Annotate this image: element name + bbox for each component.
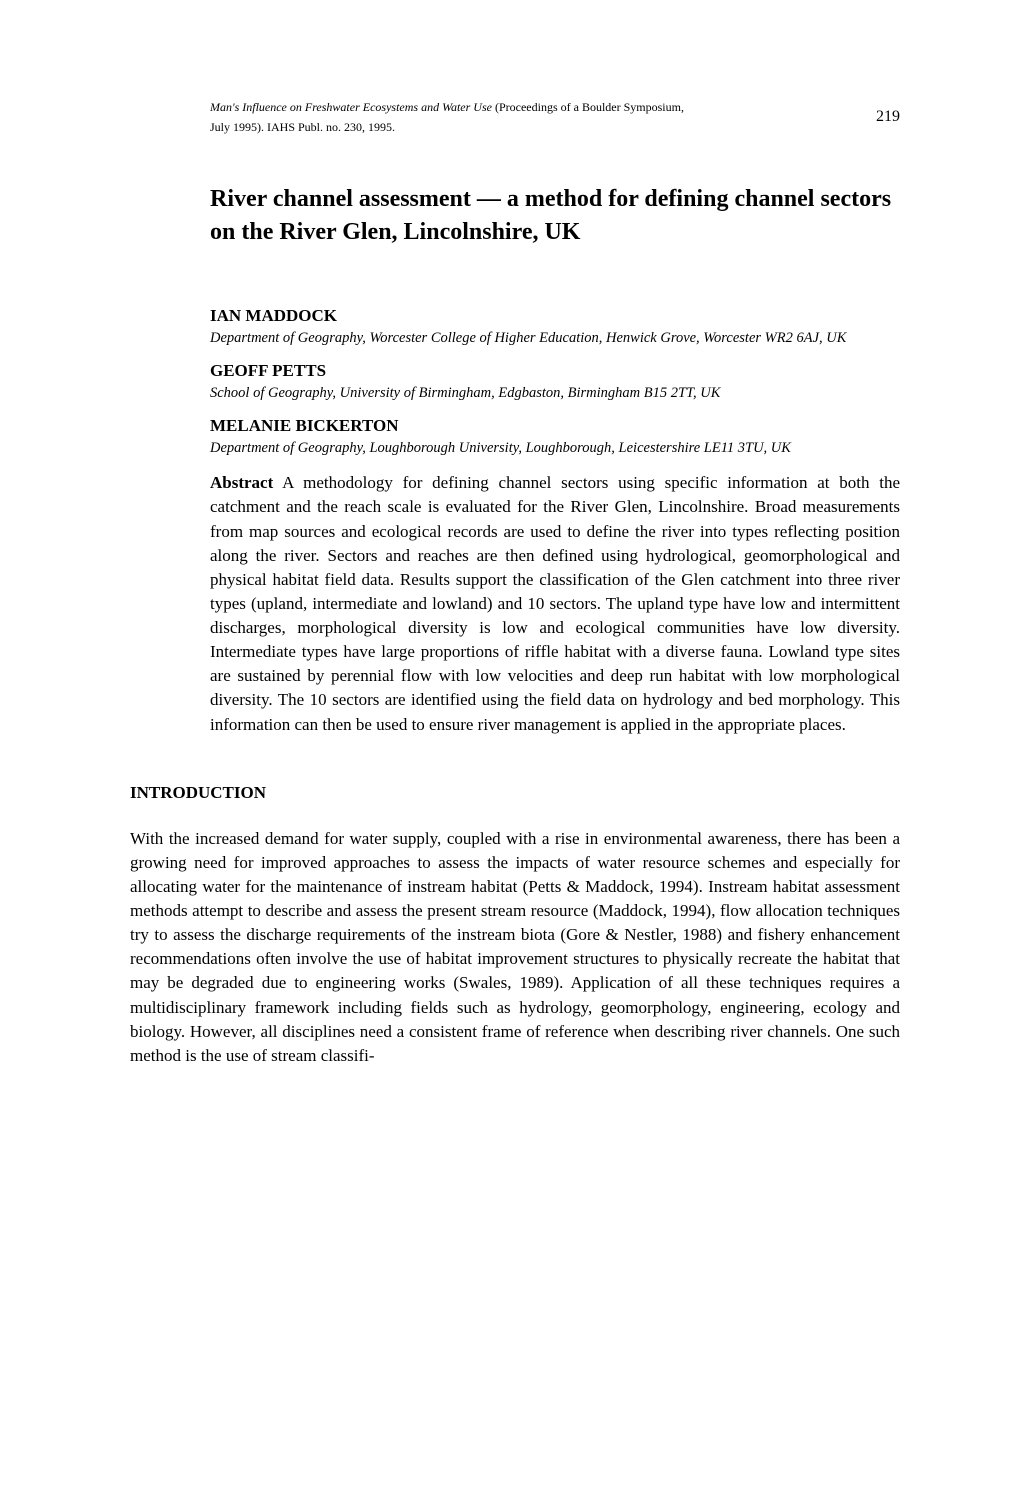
author-name: GEOFF PETTS xyxy=(210,361,900,381)
author-name: IAN MADDOCK xyxy=(210,306,900,326)
abstract: Abstract A methodology for defining chan… xyxy=(210,471,900,736)
author-affiliation: School of Geography, University of Birmi… xyxy=(210,384,900,402)
body-paragraph: With the increased demand for water supp… xyxy=(130,827,900,1068)
author-name: MELANIE BICKERTON xyxy=(210,416,900,436)
abstract-text: A methodology for defining channel secto… xyxy=(210,473,900,733)
author-entry: IAN MADDOCK Department of Geography, Wor… xyxy=(210,306,900,347)
section-heading-introduction: INTRODUCTION xyxy=(130,783,900,803)
author-entry: MELANIE BICKERTON Department of Geograph… xyxy=(210,416,900,457)
author-entry: GEOFF PETTS School of Geography, Univers… xyxy=(210,361,900,402)
page-number: 219 xyxy=(876,108,900,126)
header-line-1: Man's Influence on Freshwater Ecosystems… xyxy=(210,100,900,116)
author-affiliation: Department of Geography, Loughborough Un… xyxy=(210,439,900,457)
author-affiliation: Department of Geography, Worcester Colle… xyxy=(210,329,900,347)
article-title: River channel assessment — a method for … xyxy=(210,183,900,248)
abstract-label: Abstract xyxy=(210,473,273,492)
header-italic-part: Man's Influence on Freshwater Ecosystems… xyxy=(210,100,492,114)
header-line-2: July 1995). IAHS Publ. no. 230, 1995. xyxy=(210,120,900,136)
running-header: Man's Influence on Freshwater Ecosystems… xyxy=(210,100,900,135)
authors-block: IAN MADDOCK Department of Geography, Wor… xyxy=(210,306,900,457)
header-rest-part: (Proceedings of a Boulder Symposium, xyxy=(492,100,684,114)
